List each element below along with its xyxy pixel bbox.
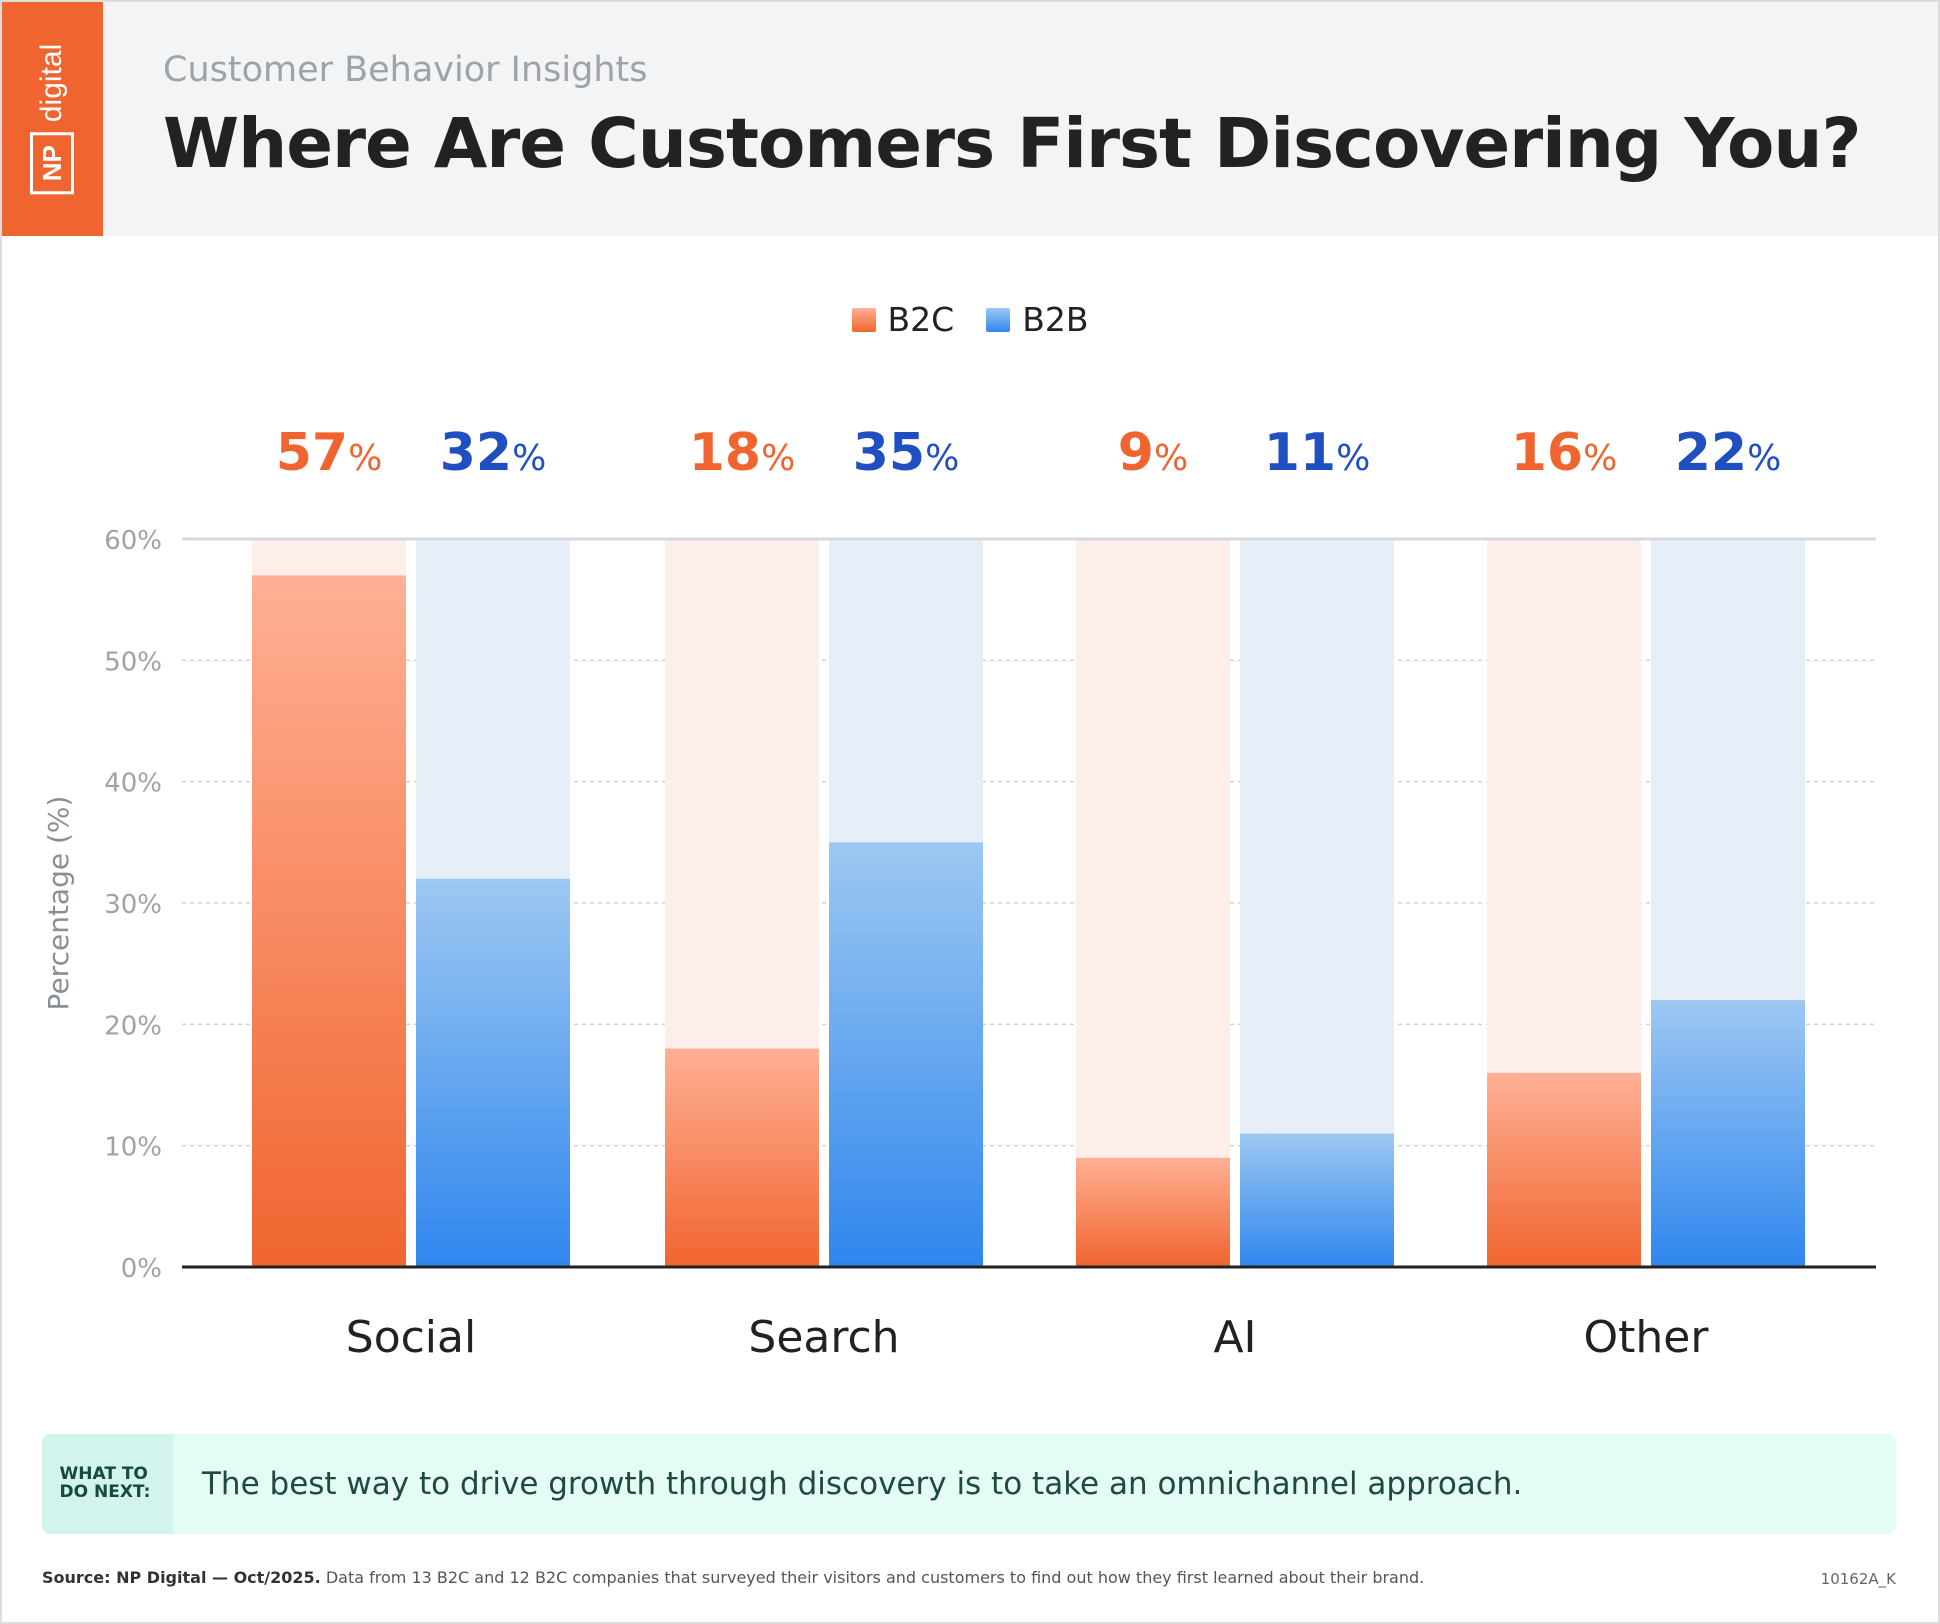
bar-b2b-search <box>829 842 983 1267</box>
bar-track <box>1076 539 1230 1267</box>
page-title: Where Are Customers First Discovering Yo… <box>163 104 1862 184</box>
value-number: 18 <box>689 423 761 483</box>
value-number: 22 <box>1675 423 1747 483</box>
takeaway-box: WHAT TO DO NEXT: The best way to drive g… <box>42 1434 1896 1534</box>
header: NP digital Customer Behavior Insights Wh… <box>2 2 1938 236</box>
y-tick-label: 0% <box>121 1254 162 1284</box>
bar-b2c-search <box>665 1048 819 1267</box>
value-suffix: % <box>1336 438 1370 479</box>
value-suffix: % <box>1154 438 1188 479</box>
source-note: Source: NP Digital — Oct/2025. Data from… <box>42 1568 1424 1587</box>
value-number: 35 <box>853 423 925 483</box>
value-suffix: % <box>1583 438 1617 479</box>
value-label: 32% <box>440 423 547 483</box>
bar-b2b-social <box>416 878 570 1267</box>
eyebrow-text: Customer Behavior Insights <box>163 50 648 90</box>
takeaway-tag: WHAT TO DO NEXT: <box>42 1434 173 1534</box>
value-suffix: % <box>512 438 546 479</box>
value-suffix: % <box>761 438 795 479</box>
value-suffix: % <box>348 438 382 479</box>
value-label: 9% <box>1118 423 1188 483</box>
value-number: 11 <box>1264 423 1336 483</box>
source-bold: Source: NP Digital — Oct/2025. <box>42 1568 321 1587</box>
legend-label-b2c: B2C <box>887 300 955 339</box>
takeaway-tag-label: WHAT TO DO NEXT: <box>59 1464 151 1502</box>
value-suffix: % <box>1747 438 1781 479</box>
value-label: 35% <box>853 423 960 483</box>
y-tick-label: 30% <box>104 890 162 920</box>
x-category-label: AI <box>1213 1312 1256 1363</box>
bar-b2b-ai <box>1240 1133 1394 1267</box>
value-label: 16% <box>1511 423 1618 483</box>
value-label: 22% <box>1675 423 1782 483</box>
value-number: 32 <box>440 423 512 483</box>
y-tick-label: 20% <box>104 1011 162 1041</box>
bar-b2c-ai <box>1076 1157 1230 1267</box>
value-number: 16 <box>1511 423 1583 483</box>
value-number: 57 <box>276 423 348 483</box>
bar-b2c-other <box>1487 1072 1641 1267</box>
np-digital-logo: NP digital <box>2 2 103 236</box>
bar-b2c-social <box>252 575 406 1267</box>
value-label: 57% <box>276 423 383 483</box>
x-category-label: Search <box>748 1312 899 1363</box>
legend-item-b2b: B2B <box>986 300 1088 339</box>
value-label: 11% <box>1264 423 1371 483</box>
x-category-label: Other <box>1584 1312 1710 1363</box>
value-label: 18% <box>689 423 796 483</box>
y-tick-label: 50% <box>104 647 162 677</box>
chart-legend: B2C B2B <box>0 300 1940 339</box>
source-text: Data from 13 B2C and 12 B2C companies th… <box>320 1568 1425 1587</box>
legend-swatch-b2c <box>851 307 876 332</box>
x-category-label: Social <box>346 1312 476 1363</box>
y-axis-label: Percentage (%) <box>42 796 75 1011</box>
legend-swatch-b2b <box>986 307 1011 332</box>
graphic-code: 10162A_K <box>1820 1570 1896 1588</box>
value-suffix: % <box>925 438 959 479</box>
y-tick-label: 40% <box>104 769 162 799</box>
y-tick-label: 10% <box>104 1133 162 1163</box>
bar-b2b-other <box>1651 1000 1805 1267</box>
legend-item-b2c: B2C <box>851 300 955 339</box>
y-tick-label: 60% <box>104 526 162 556</box>
legend-label-b2b: B2B <box>1022 300 1089 339</box>
value-number: 9 <box>1118 423 1154 483</box>
takeaway-text: The best way to drive growth through dis… <box>202 1466 1523 1502</box>
